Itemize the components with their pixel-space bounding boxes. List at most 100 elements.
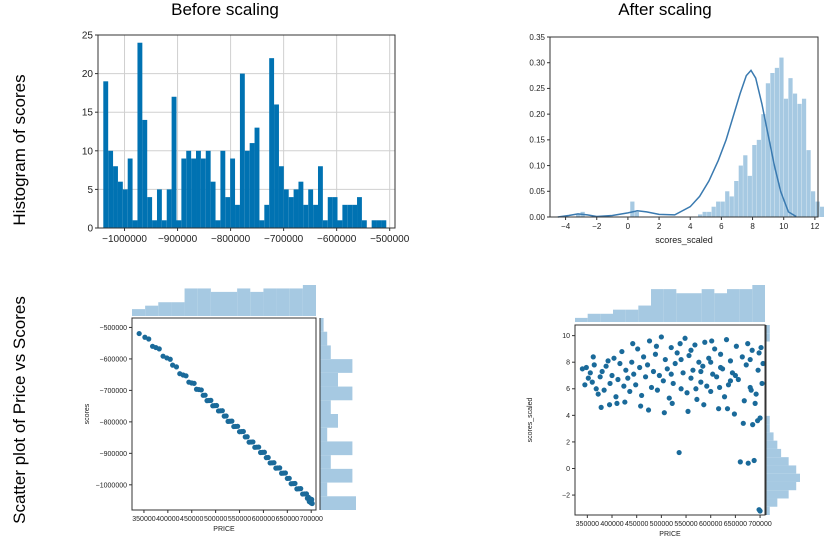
hist-after-bar: [801, 98, 807, 217]
scatter-after-point: [670, 380, 676, 387]
scatter-after-marginal-y-bar: [766, 506, 770, 515]
scatter-before-marginal-x-bar: [224, 291, 238, 316]
scatter-after-point: [739, 354, 745, 360]
hist-before-xtick-label: −500000: [370, 234, 410, 245]
scatter-before-marginal-x-bar: [289, 288, 303, 316]
scatter-after-frame: [574, 324, 766, 516]
hist-before-bar: [142, 119, 148, 228]
scatter-after-point: [629, 359, 635, 365]
scatter-after-point: [750, 422, 756, 428]
hist-after-ytick-label: 0.15: [529, 136, 545, 145]
scatter-before-marginal-y-bar: [320, 441, 353, 456]
scatter-before-marginal-x-bar: [171, 302, 185, 316]
scatter-after-point: [685, 408, 691, 414]
hist-after-bar: [797, 103, 802, 217]
scatter-before-point: [256, 444, 262, 450]
hist-before-ytick-label: 10: [82, 146, 94, 157]
scatter-after-point: [593, 386, 599, 392]
hist-before-bar: [264, 204, 270, 228]
hist-after-bar: [716, 201, 721, 217]
hist-after-bar: [779, 57, 784, 218]
hist-before-bar: [371, 220, 377, 228]
scatter-after-marginal-y-bar: [766, 457, 789, 466]
hist-after-bar: [738, 165, 743, 217]
scatter-after-point: [696, 359, 702, 365]
scatter-before-xtick-label: 600000: [252, 516, 275, 523]
hist-after-ytick-label: 0.00: [529, 213, 545, 222]
hist-after-xtick-label: 10: [779, 222, 788, 231]
scatter-before-marginal-y-bar: [320, 427, 328, 442]
scatter-after-point: [732, 372, 738, 379]
scatter-after-point: [591, 362, 597, 368]
scatter-after-point: [668, 344, 674, 351]
scatter-after-point: [656, 372, 662, 379]
scatter-after-marginal-x-bar: [727, 289, 740, 322]
scatter-after-point: [661, 410, 667, 416]
scatter-before-point: [244, 434, 250, 440]
scatter-before-marginal-y-bar: [320, 496, 356, 510]
scatter-after-point: [650, 368, 657, 375]
scatter-after-ytick-label: −2: [562, 493, 570, 500]
scatter-after-marginal-y-bar: [766, 432, 774, 441]
scatter-after-point: [731, 411, 738, 417]
scatter-after-point: [755, 367, 761, 373]
hist-after-xtick-label: 8: [750, 222, 755, 231]
scatter-after-point: [701, 402, 707, 408]
scatter-before-point: [146, 336, 152, 342]
scatter-after-point: [619, 348, 625, 355]
scatter-before-ytick-label: −900000: [100, 451, 128, 458]
scatter-after-point: [607, 380, 613, 387]
scatter-after-point: [677, 341, 683, 347]
scatter-after-point: [717, 364, 724, 371]
scatter-after-marginal-x-bar: [613, 309, 626, 322]
scatter-before-point: [167, 356, 173, 362]
hist-after-ytick-label: 0.20: [529, 110, 545, 119]
scatter-after-point: [733, 343, 739, 349]
scatter-before-point: [298, 486, 304, 492]
scatter-after-ytick-label: 4: [566, 413, 570, 420]
scatter-after-point: [633, 382, 639, 388]
scatter-after-point: [579, 366, 586, 372]
scatter-after-point: [678, 386, 684, 392]
scatter-after-point: [752, 400, 758, 406]
scatter-after-point: [653, 343, 660, 349]
scatter-after-point: [598, 404, 604, 410]
scatter-after-point: [621, 383, 627, 389]
hist-before-ytick-label: 20: [82, 69, 94, 80]
hist-after-bar: [810, 191, 816, 217]
hist-before-bar: [225, 197, 231, 228]
scatter-after-point: [735, 376, 741, 383]
scatter-after-marginal-y-bar: [766, 424, 770, 433]
scatter-after-xtick-label: 600000: [699, 521, 722, 528]
hist-before-bar: [278, 166, 284, 228]
hist-before-xtick-label: −600000: [317, 234, 357, 245]
column-title-after: After scaling: [618, 0, 712, 19]
scatter-after-point: [642, 374, 649, 380]
hist-after-xtick-label: −2: [592, 222, 602, 231]
scatter-after-ytick-label: 2: [566, 439, 570, 446]
hist-after-bar: [634, 211, 639, 217]
scatter-before-point: [173, 364, 180, 370]
hist-before-frame: [97, 34, 396, 229]
scatter-after-marginal-y-bar: [766, 473, 800, 482]
hist-after-bar: [770, 73, 775, 217]
column-title-before: Before scaling: [171, 0, 279, 19]
scatter-after-point: [585, 375, 591, 381]
hist-before-xtick-label: −800000: [211, 234, 251, 245]
scatter-after-point: [756, 350, 762, 356]
scatter-after-xtick-label: 550000: [674, 521, 697, 528]
hist-before-bar: [259, 220, 265, 228]
scatter-after-point: [743, 362, 749, 368]
scatter-after-point: [601, 387, 607, 393]
scatter-before-point: [292, 480, 298, 487]
scatter-before-point: [265, 454, 271, 461]
scatter-before-xtick-label: 650000: [276, 516, 299, 523]
hist-before-bar: [298, 181, 304, 228]
hist-before-bar: [132, 220, 138, 228]
scatter-after-point: [694, 396, 700, 403]
scatter-after-ytick-label: 6: [566, 386, 570, 393]
scatter-before-marginal-x-bar: [132, 309, 146, 316]
scatter-after-point: [706, 355, 712, 361]
scatter-before-ytick-label: −500000: [100, 325, 128, 332]
